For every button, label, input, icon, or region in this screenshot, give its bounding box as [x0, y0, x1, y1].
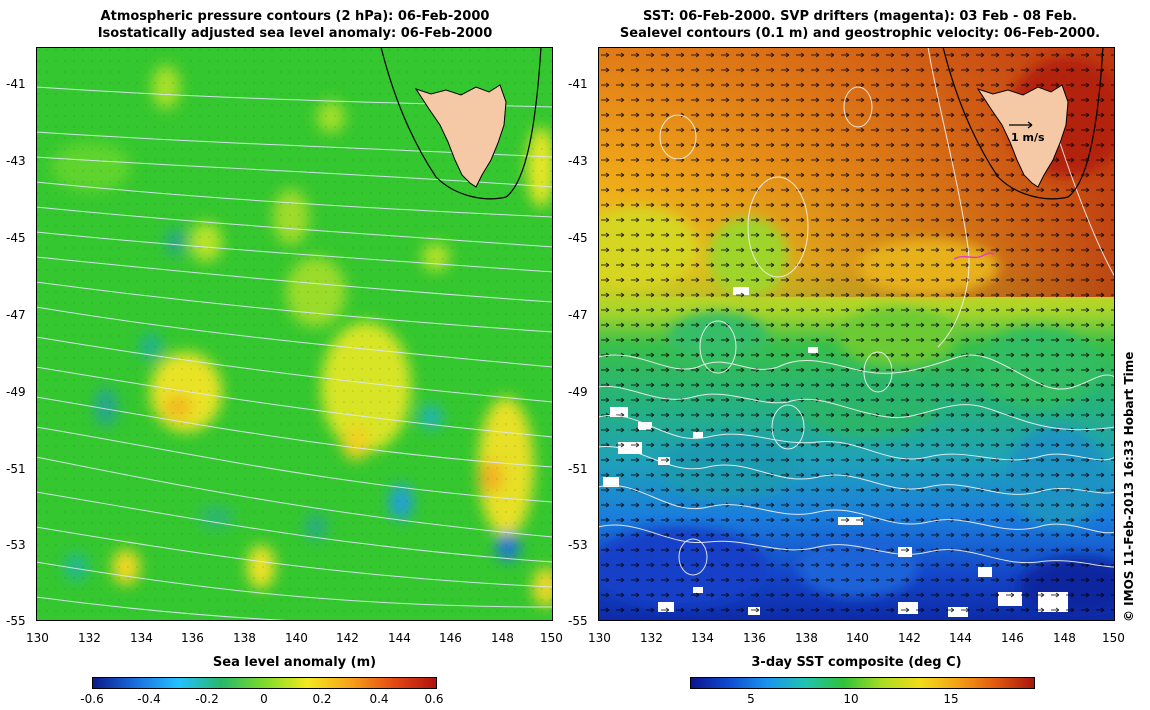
x-tick: 138 — [795, 631, 818, 645]
colorbar-tick: 0 — [260, 692, 268, 706]
y-tick: -43 — [6, 154, 26, 168]
x-tick: 142 — [336, 631, 359, 645]
y-tick: -43 — [568, 154, 588, 168]
colorbar-tick: -0.2 — [195, 692, 219, 706]
x-tick: 130 — [588, 631, 611, 645]
colorbar-tick: 0.4 — [369, 692, 389, 706]
y-tick: -55 — [568, 614, 588, 628]
x-tick: 132 — [640, 631, 663, 645]
velocity-scale: 1 m/s — [1009, 121, 1045, 144]
y-tick: -49 — [6, 385, 26, 399]
y-tick: -47 — [568, 308, 588, 322]
x-tick: 140 — [846, 631, 869, 645]
left-map — [36, 47, 553, 621]
colorbar-tick: 10 — [843, 692, 859, 706]
y-tick: -47 — [6, 308, 26, 322]
x-tick: 150 — [540, 631, 563, 645]
y-tick: -53 — [568, 538, 588, 552]
x-tick: 136 — [181, 631, 204, 645]
x-tick: 148 — [491, 631, 514, 645]
y-tick: -49 — [568, 385, 588, 399]
left-colorbar-title: Sea level anomaly (m) — [212, 655, 377, 670]
right-map: 1 m/s — [598, 47, 1115, 621]
sealevel-contours — [598, 47, 1115, 576]
y-tick: -41 — [6, 77, 26, 91]
right-title: SST: 06-Feb-2000. SVP drifters (magenta)… — [590, 8, 1130, 42]
y-tick: -45 — [6, 231, 26, 245]
x-tick: 148 — [1053, 631, 1076, 645]
colorbar-tick: 15 — [943, 692, 959, 706]
colorbar-tick: -0.4 — [137, 692, 161, 706]
right-title-line2: Sealevel contours (0.1 m) and geostrophi… — [619, 26, 1101, 41]
tasmania-land — [414, 84, 507, 188]
left-title-line1: Atmospheric pressure contours (2 hPa): 0… — [100, 9, 490, 24]
left-title: Atmospheric pressure contours (2 hPa): 0… — [30, 8, 560, 42]
right-title-line1: SST: 06-Feb-2000. SVP drifters (magenta)… — [643, 9, 1077, 24]
colorbar-tick: 0.6 — [424, 692, 444, 706]
x-tick: 150 — [1102, 631, 1125, 645]
shelf-contour — [380, 47, 542, 200]
colorbar-tick: 5 — [747, 692, 755, 706]
x-tick: 136 — [743, 631, 766, 645]
x-tick: 140 — [285, 631, 308, 645]
credit-text: © IMOS 11-Feb-2013 16:33 Hobart Time — [1122, 351, 1136, 622]
right-colorbar-title: 3-day SST composite (deg C) — [751, 655, 962, 670]
velocity-scale-label: 1 m/s — [1011, 131, 1045, 144]
x-tick: 134 — [691, 631, 714, 645]
x-tick: 146 — [439, 631, 462, 645]
left-colorbar — [92, 677, 437, 689]
x-tick: 132 — [78, 631, 101, 645]
y-tick: -55 — [6, 614, 26, 628]
y-tick: -41 — [568, 77, 588, 91]
shelf-contour — [942, 47, 1104, 200]
x-tick: 130 — [26, 631, 49, 645]
x-tick: 146 — [1001, 631, 1024, 645]
left-title-line2: Isostatically adjusted sea level anomaly… — [97, 26, 493, 41]
colorbar-tick: -0.6 — [80, 692, 104, 706]
y-tick: -53 — [6, 538, 26, 552]
y-tick: -51 — [6, 462, 26, 476]
x-tick: 144 — [388, 631, 411, 645]
y-tick: -45 — [568, 231, 588, 245]
tasmania-land — [976, 84, 1069, 188]
x-tick: 138 — [233, 631, 256, 645]
pressure-contours — [36, 86, 553, 621]
x-tick: 144 — [949, 631, 972, 645]
right-colorbar — [690, 677, 1035, 689]
x-tick: 142 — [898, 631, 921, 645]
y-tick: -51 — [568, 462, 588, 476]
svp-drifter-track — [953, 252, 995, 260]
colorbar-tick: 0.2 — [312, 692, 332, 706]
x-tick: 134 — [130, 631, 153, 645]
